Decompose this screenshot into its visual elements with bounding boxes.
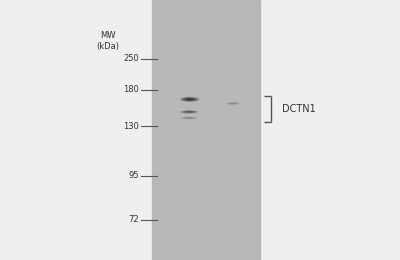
Text: DCTN1: DCTN1: [282, 104, 316, 114]
Text: 72: 72: [128, 215, 139, 224]
Text: 95: 95: [128, 171, 139, 180]
Text: MW
(kDa): MW (kDa): [96, 31, 120, 51]
Text: 180: 180: [123, 85, 139, 94]
Text: 250: 250: [123, 54, 139, 63]
Text: 130: 130: [123, 122, 139, 131]
Bar: [152, 0, 260, 260]
